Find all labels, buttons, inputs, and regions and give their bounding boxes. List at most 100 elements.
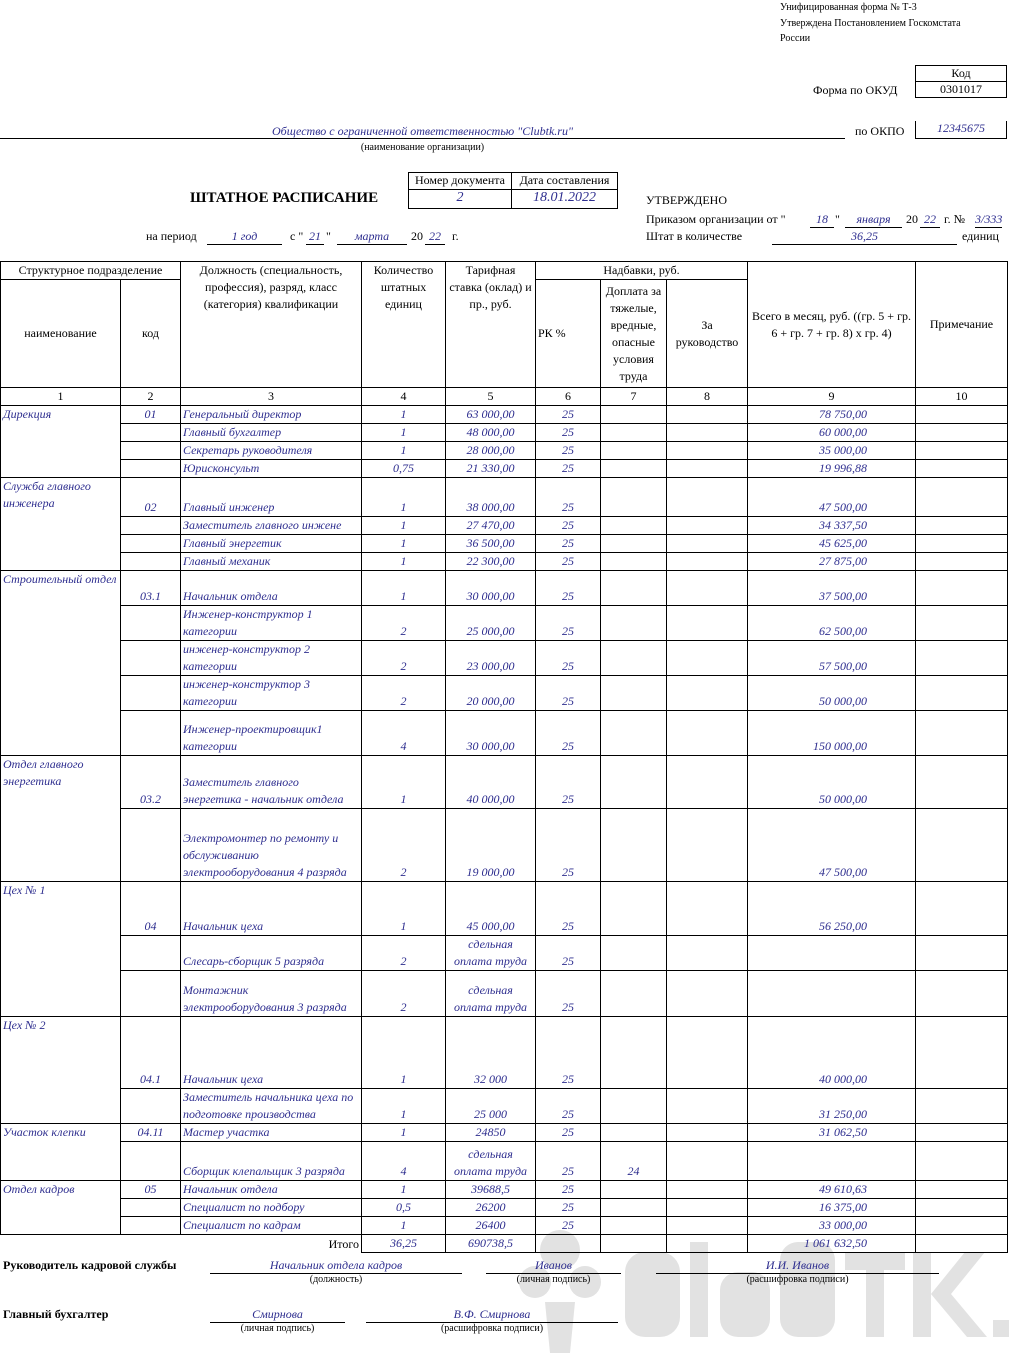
note [915, 405, 1009, 424]
management-allowance [665, 640, 749, 676]
form-header-line3: России [780, 33, 811, 44]
column-number: 6 [535, 387, 601, 406]
table-row: Главный механик 1 22 300,00 25 27 875,00 [1, 552, 1009, 571]
position-name: Сборщик клепальщик 3 разряда [180, 1141, 362, 1181]
note [915, 1216, 1009, 1235]
note [915, 552, 1009, 571]
staff-units: 0,75 [361, 459, 446, 478]
column-number: 7 [600, 387, 667, 406]
position-name: Инженер-проектировщик1 категории [180, 710, 362, 756]
department-name: Отдел кадров [0, 1180, 121, 1235]
column-number: 2 [120, 387, 181, 406]
staff-units: 2 [361, 970, 446, 1017]
table-row: Отдел кадров 05 Начальник отдела 1 39688,5 25… [0, 1180, 1009, 1235]
management-allowance [665, 516, 749, 535]
hazard-allowance [600, 881, 667, 936]
hazard-allowance [600, 755, 667, 809]
staff-units: 1 [361, 1216, 446, 1235]
approved-year-prefix: 20 [906, 212, 918, 226]
column-number: 10 [915, 387, 1009, 406]
hr-sign-caption: (личная подпись) [516, 1274, 591, 1285]
department-code [120, 534, 181, 553]
rk-percent: 25 [535, 459, 601, 478]
rk-percent: 25 [535, 1123, 601, 1142]
tariff-rate: 40 000,00 [445, 755, 536, 809]
note [915, 1123, 1009, 1142]
department-code [120, 459, 181, 478]
management-allowance [665, 423, 749, 442]
monthly-total: 47 500,00 [747, 477, 917, 517]
note [915, 423, 1009, 442]
table-row: Цех № 1 04 Начальник цеха 1 45 000,00 25 56 25… [0, 881, 1009, 1017]
department-code [120, 808, 181, 882]
tariff-rate: 22 300,00 [445, 552, 536, 571]
table-row: инженер-конструктор 2 категории 2 23 000,0… [1, 640, 1009, 676]
table-row: Инженер-проектировщик1 категории 4 30 000,… [1, 710, 1009, 756]
hazard-allowance [600, 570, 667, 606]
department-code: 04 [120, 881, 181, 936]
department-code [120, 710, 181, 756]
total-row: Итого 36,25 690738,5 1 061 632,50 [0, 1234, 1009, 1253]
staff-units: 1 [361, 552, 446, 571]
rk-percent: 25 [535, 755, 601, 809]
department-code [120, 1198, 181, 1217]
staff-units: 1 [361, 534, 446, 553]
position-name: Мастер участка [180, 1123, 362, 1142]
management-allowance [665, 459, 749, 478]
hazard-allowance [600, 552, 667, 571]
header-rate: Тарифная ставка (оклад) и пр., руб. [445, 261, 536, 388]
staffing-table: Структурное подразделение Должность (спе… [0, 261, 1009, 1253]
monthly-total: 27 875,00 [747, 552, 917, 571]
monthly-total: 47 500,00 [747, 808, 917, 882]
tariff-rate: 27 470,00 [445, 516, 536, 535]
staff-units: 1 [361, 1088, 446, 1124]
department-code [120, 1141, 181, 1181]
header-count: Количество штатных единиц [361, 261, 446, 388]
position-name: Специалист по подбору [180, 1198, 362, 1217]
tariff-rate: 19 000,00 [445, 808, 536, 882]
hr-position: Начальник отдела кадров [210, 1258, 462, 1274]
staff-units: 4 [361, 710, 446, 756]
monthly-total: 50 000,00 [747, 755, 917, 809]
position-name: Монтажник электрооборудования 3 разряда [180, 970, 362, 1017]
department-code: 05 [120, 1180, 181, 1199]
staff-units: единиц [962, 229, 999, 243]
header-rk: РК % [535, 279, 601, 388]
management-allowance [665, 881, 749, 936]
hr-sign: Иванов [486, 1258, 621, 1274]
hazard-allowance [600, 477, 667, 517]
okud-value: 0301017 [915, 81, 1007, 98]
tariff-rate: сдельная оплата труда [445, 935, 536, 971]
staff-units: 1 [361, 1123, 446, 1142]
tariff-rate: 23 000,00 [445, 640, 536, 676]
approved-month: января [845, 212, 902, 228]
staff-units: 2 [361, 808, 446, 882]
staff-units: 1 [361, 881, 446, 936]
tariff-rate: 26400 [445, 1216, 536, 1235]
tariff-rate: 48 000,00 [445, 423, 536, 442]
department-code [120, 675, 181, 711]
staff-units: 1 [361, 423, 446, 442]
department-code [120, 441, 181, 460]
table-row: Главный энергетик 1 36 500,00 25 45 625,00 [1, 534, 1009, 553]
hazard-allowance [600, 1016, 667, 1089]
department-name: Служба главного инженера [0, 477, 121, 571]
hazard-allowance [600, 1123, 667, 1142]
tariff-rate: 36 500,00 [445, 534, 536, 553]
position-name: Слесарь-сборщик 5 разряда [180, 935, 362, 971]
note [915, 881, 1009, 936]
doc-number: 2 [408, 189, 512, 209]
form-header-line2: Утверждена Постановлением Госкомстата [780, 18, 961, 29]
management-allowance [665, 1016, 749, 1089]
hazard-allowance [600, 640, 667, 676]
total-note [915, 1234, 1009, 1253]
management-allowance [665, 675, 749, 711]
hazard-allowance [600, 459, 667, 478]
hazard-allowance [600, 441, 667, 460]
monthly-total: 37 500,00 [747, 570, 917, 606]
management-allowance [665, 935, 749, 971]
tariff-rate: 39688,5 [445, 1180, 536, 1199]
staff-units: 2 [361, 605, 446, 641]
tariff-rate: 28 000,00 [445, 441, 536, 460]
monthly-total: 33 000,00 [747, 1216, 917, 1235]
